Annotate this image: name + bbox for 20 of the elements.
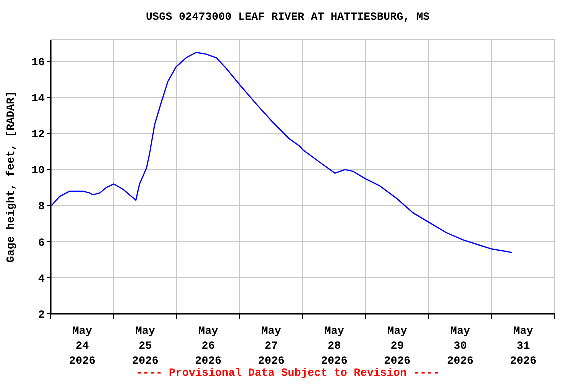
x-tick-label: May 28 2026 bbox=[321, 326, 348, 368]
y-tick-label: 14 bbox=[32, 94, 46, 106]
y-tick-label: 10 bbox=[32, 166, 45, 178]
x-tick-label: May 25 2026 bbox=[132, 326, 159, 368]
chart-title: USGS 02473000 LEAF RIVER AT HATTIESBURG, MS bbox=[145, 12, 431, 24]
x-tick-label: May 30 2026 bbox=[447, 326, 474, 368]
y-tick-label: 16 bbox=[32, 58, 45, 70]
x-tick-label: May 31 2026 bbox=[510, 326, 537, 368]
y-tick-label: 6 bbox=[38, 238, 45, 250]
x-tick-label: May 27 2026 bbox=[258, 326, 285, 368]
x-tick-label: May 26 2026 bbox=[195, 326, 222, 368]
y-tick-label: 2 bbox=[38, 310, 45, 322]
x-tick-label: May 29 2026 bbox=[384, 326, 411, 368]
y-tick-label: 4 bbox=[38, 274, 46, 286]
text: ---- Provisional Data Subject to Revision ---- bbox=[135, 368, 441, 380]
x-tick-label: May 24 2026 bbox=[69, 326, 96, 368]
y-tick-label: 12 bbox=[32, 130, 45, 142]
y-tick-label: 8 bbox=[38, 202, 46, 214]
y-axis-title: Gage height, feet, [RADAR] bbox=[6, 91, 18, 263]
line-series bbox=[51, 52, 513, 254]
